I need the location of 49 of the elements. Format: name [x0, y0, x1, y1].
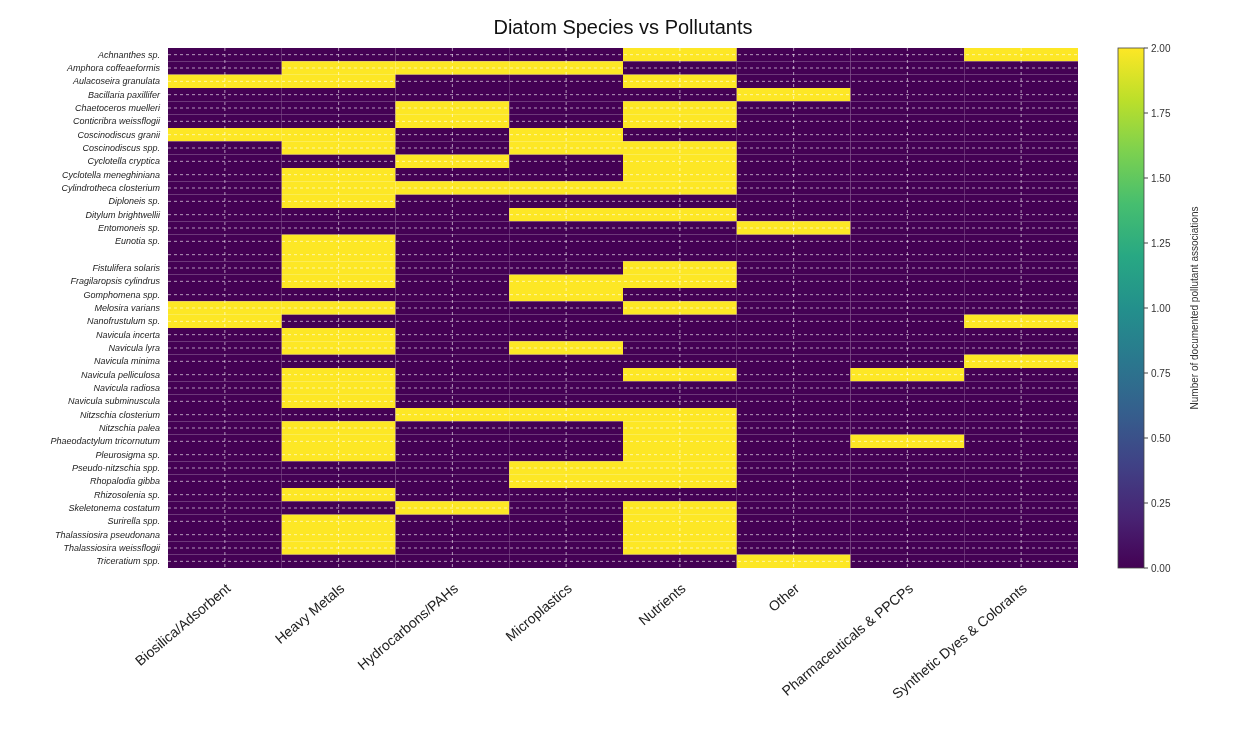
y-tick-label: Pleurosigma sp.: [95, 449, 160, 460]
y-tick-label: Coscinodiscus spp.: [82, 143, 160, 153]
y-tick-label: Nanofrustulum sp.: [86, 316, 160, 327]
y-tick-label: Navicula pelliculosa: [80, 369, 160, 380]
y-tick-label: Nitzschia closterium: [79, 409, 161, 420]
y-tick-label: Cyclotella meneghiniana: [61, 169, 160, 180]
y-tick-label: Gomphomena spp.: [83, 289, 160, 300]
color-bar-label: 2.00: [1151, 42, 1171, 54]
y-tick-label: Fistulifera solaris: [92, 263, 161, 273]
y-tick-label: Thalassiosira pseudonana: [54, 529, 160, 540]
color-bar-label: 1.25: [1151, 237, 1171, 249]
y-tick-label: Nitzschia palea: [98, 423, 160, 433]
y-tick-label: Navicula incerta: [95, 329, 160, 340]
y-tick-label: Cyclotella cryptica: [87, 156, 160, 167]
y-tick-label: Navicula minima: [93, 356, 160, 367]
y-tick-label: Navicula radiosa: [93, 383, 160, 393]
y-tick-label: Navicula lyra: [108, 343, 160, 353]
y-tick-label: Coscinodiscus granii: [77, 129, 161, 140]
y-tick-label: Chaetoceros muelleri: [74, 103, 161, 113]
y-tick-label: Diploneis sp.: [108, 196, 160, 207]
y-tick-label: Fragilaropsis cylindrus: [70, 276, 161, 287]
y-tick-label: Phaeodactylum tricornutum: [50, 436, 161, 447]
y-tick-label: Entomoneis sp.: [97, 223, 160, 233]
y-tick-label: Amphora coffeaeformis: [65, 63, 161, 73]
y-tick-label: Triceratium spp.: [96, 556, 160, 567]
y-tick-label: Surirella spp.: [107, 516, 160, 527]
y-tick-label: Cylindrotheca closterium: [61, 183, 161, 193]
y-tick-label: Navicula subminuscula: [67, 396, 160, 407]
y-tick-label: Thalassiosira weissflogii: [63, 543, 161, 553]
y-tick-label: Ditylum brightwellii: [85, 209, 161, 220]
y-tick-label: Rhizosolenia sp.: [93, 489, 160, 500]
y-tick-label: Achnanthes sp.: [96, 49, 160, 60]
color-bar-label: 0.50: [1151, 432, 1171, 444]
y-tick-label: Conticribra weissflogii: [72, 116, 161, 127]
y-tick-label: Eunotia sp.: [114, 236, 160, 247]
y-tick-label: Bacillaria paxillifer: [87, 89, 161, 100]
color-bar-label: 0.25: [1151, 497, 1171, 509]
y-tick-label: Aulacoseira granulata: [71, 76, 160, 87]
color-bar-label: 0.75: [1151, 367, 1171, 379]
chart-title: Diatom Species vs Pollutants: [492, 16, 754, 39]
color-bar-label: 1.75: [1151, 107, 1171, 119]
y-tick-label: Melosira varians: [94, 303, 161, 313]
color-bar-label: 0.00: [1151, 562, 1171, 574]
color-bar-title: Number of documented pollutant associations: [1189, 206, 1200, 410]
y-tick-label: Rhopalodia gibba: [89, 476, 160, 487]
color-bar-label: 1.50: [1151, 172, 1171, 184]
color-bar-label: 1.00: [1151, 302, 1171, 314]
y-tick-label: Pseudo-nitzschia spp.: [71, 463, 160, 473]
y-tick-label: Skeletonema costatum: [68, 503, 161, 513]
